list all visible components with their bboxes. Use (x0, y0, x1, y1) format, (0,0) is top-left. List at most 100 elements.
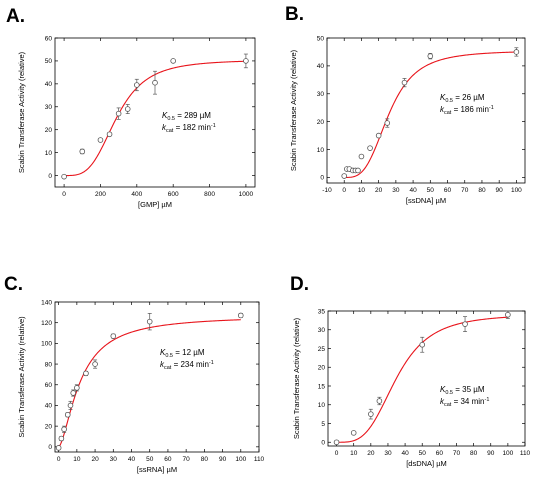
kcat-value: = 34 min (451, 397, 484, 406)
x-tick-label: 60 (444, 187, 452, 194)
x-tick-label: 50 (419, 450, 427, 457)
data-point (79, 148, 86, 155)
y-tick-label: 60 (45, 35, 53, 42)
plot-frame (54, 37, 256, 188)
x-tick-label: 10 (350, 450, 358, 457)
x-tick-label: 90 (487, 450, 495, 457)
k05-annotation: K0.5 = 289 µM (162, 111, 211, 122)
y-tick-label: 50 (45, 58, 53, 65)
data-point (61, 173, 67, 180)
kcat-symbol: k (440, 105, 445, 114)
data-point (97, 137, 104, 143)
panel-a: A. 0 200 400 600 800 1000 0 10 20 30 40 50 60 [GMP] µM… (6, 6, 256, 209)
data-point (58, 435, 65, 442)
x-tick-label: 40 (401, 450, 409, 457)
kcat-superscript: -1 (484, 397, 489, 403)
x-tick-label: 50 (427, 187, 435, 194)
y-tick-label: 5 (321, 421, 325, 428)
kcat-annotation: kcat = 34 min-1 (440, 397, 489, 408)
kcat-value: = 186 min (451, 105, 489, 114)
k-symbol: K (160, 348, 166, 357)
panel-letter: D. (290, 274, 309, 295)
data-point (333, 439, 340, 446)
data-point (146, 318, 153, 325)
x-tick-label: 110 (254, 456, 265, 463)
y-tick-label: 10 (318, 402, 326, 409)
fit-curve (336, 316, 508, 443)
data-point (384, 120, 391, 126)
x-tick-label: 20 (375, 187, 383, 194)
x-tick-label: 0 (57, 456, 61, 463)
k-value: = 12 µM (173, 348, 205, 357)
x-axis-title: [dsDNA] µM (406, 459, 447, 468)
kcat-symbol: k (160, 360, 165, 369)
data-point (358, 153, 365, 160)
kcat-annotation: kcat = 186 min-1 (440, 105, 494, 116)
x-tick-label: 70 (453, 450, 461, 457)
y-tick-label: 140 (41, 299, 52, 306)
y-tick-label: 0 (320, 175, 324, 182)
plot-frame (327, 310, 526, 447)
x-tick-label: 80 (470, 450, 478, 457)
k-value: = 26 µM (453, 93, 485, 102)
y-tick-label: 20 (45, 423, 53, 430)
panel-c: C. 0 10 20 30 40 50 60 70 80 90 100 110 0 20 40 60 80 100 1… (4, 274, 265, 474)
data-point (427, 53, 434, 59)
data-point (106, 131, 113, 138)
data-point (64, 411, 71, 418)
y-tick-label: 100 (41, 341, 52, 348)
x-tick-label: 30 (384, 450, 392, 457)
k-symbol: K (162, 111, 168, 120)
y-tick-label: 80 (45, 361, 53, 368)
kcat-subscript: cat (444, 402, 452, 408)
data-point (70, 390, 77, 396)
x-tick-label: 80 (201, 456, 209, 463)
x-tick-label: -10 (322, 187, 332, 194)
data-point (152, 79, 158, 86)
x-tick-label: 10 (358, 187, 366, 194)
y-tick-label: 50 (317, 35, 325, 42)
data-point (376, 398, 383, 404)
x-tick-label: 1000 (239, 191, 254, 198)
data-point (401, 79, 408, 86)
y-tick-label: 35 (318, 308, 326, 315)
k-value: = 289 µM (175, 111, 211, 120)
x-tick-label: 90 (219, 456, 227, 463)
x-tick-label: 20 (91, 456, 99, 463)
k05-annotation: K0.5 = 35 µM (440, 385, 485, 396)
y-axis-title: Scabin Transferase Activity (relative) (289, 49, 298, 171)
fit-curve (58, 319, 241, 448)
k-value: = 35 µM (453, 385, 485, 394)
x-tick-label: 800 (204, 191, 215, 198)
x-tick-label: 20 (367, 450, 375, 457)
data-point (375, 132, 382, 139)
x-tick-label: 100 (502, 450, 513, 457)
y-tick-label: 20 (318, 365, 326, 372)
x-tick-label: 80 (478, 187, 486, 194)
k-symbol: K (440, 385, 446, 394)
x-tick-label: 40 (128, 456, 136, 463)
x-axis-title: [ssDNA] µM (406, 196, 446, 205)
y-tick-label: 30 (317, 91, 325, 98)
x-tick-label: 70 (183, 456, 191, 463)
y-tick-label: 0 (321, 440, 325, 447)
y-axis-title: Scabin Transferase Activity (relative) (17, 51, 26, 173)
y-tick-label: 0 (48, 444, 52, 451)
data-point (110, 333, 117, 339)
kcat-subscript: cat (444, 110, 452, 116)
panel-letter: A. (6, 6, 25, 27)
x-tick-label: 60 (436, 450, 444, 457)
x-tick-label: 60 (164, 456, 172, 463)
kcat-superscript: -1 (209, 360, 214, 366)
kcat-annotation: kcat = 234 min-1 (160, 360, 214, 371)
panel-letter: C. (4, 274, 23, 295)
y-tick-label: 40 (317, 63, 325, 70)
y-tick-label: 10 (317, 147, 325, 154)
x-tick-label: 0 (342, 187, 346, 194)
data-point (513, 49, 520, 55)
plot-frame (326, 37, 526, 184)
y-tick-label: 25 (318, 346, 326, 353)
k-subscript: 0.5 (165, 353, 173, 359)
data-point (124, 106, 131, 112)
